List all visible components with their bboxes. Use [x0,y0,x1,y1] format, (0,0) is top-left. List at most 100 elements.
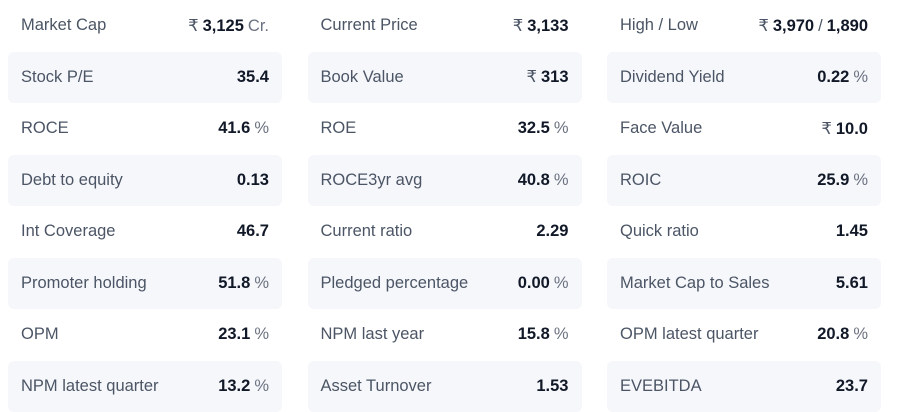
ratio-label: Market Cap to Sales [620,274,769,293]
ratio-label: NPM last year [321,325,425,344]
ratio-label: Asset Turnover [321,377,432,396]
ratio-roce3yr-avg: ROCE3yr avg 40.8% [308,155,582,207]
ratio-market-cap-to-sales: Market Cap to Sales 5.61 [607,258,881,310]
ratio-number-low: 1,890 [827,17,868,35]
ratio-number: 3,125 [203,17,244,35]
ratio-unit: % [254,325,269,343]
ratio-number: 23.1 [218,325,250,343]
ratio-value: 51.8% [218,274,269,293]
ratio-int-coverage: Int Coverage 46.7 [8,206,282,258]
rupee-symbol: ₹ [513,17,524,35]
ratio-promoter-holding: Promoter holding 51.8% [8,258,282,310]
ratio-value: 23.1% [218,325,269,344]
ratio-label: ROIC [620,171,661,190]
ratio-number: 0.00 [518,274,550,292]
ratio-number: 0.13 [237,171,269,189]
ratio-value: 1.45 [836,222,868,241]
ratio-number-high: 3,970 [773,17,814,35]
ratio-label: EVEBITDA [620,377,702,396]
ratio-npm-latest-quarter: NPM latest quarter 13.2% [8,361,282,412]
ratio-value: 40.8% [518,171,569,190]
rupee-symbol: ₹ [758,17,769,35]
ratio-value: 32.5% [518,119,569,138]
ratio-current-ratio: Current ratio 2.29 [308,206,582,258]
ratio-value: 46.7 [237,222,269,241]
ratio-label: Stock P/E [21,68,93,87]
ratio-value: ₹3,133 [513,16,569,36]
ratio-number: 1.53 [536,377,568,395]
ratio-label: Current Price [321,16,418,35]
ratio-value: 0.00% [518,274,569,293]
ratio-label: ROCE3yr avg [321,171,423,190]
ratio-opm: OPM 23.1% [8,309,282,361]
ratio-dividend-yield: Dividend Yield 0.22% [607,52,881,104]
ratio-roe: ROE 32.5% [308,103,582,155]
ratio-label: Book Value [321,68,404,87]
ratio-unit: % [254,377,269,395]
ratio-label: ROE [321,119,357,138]
ratio-unit: Cr. [248,17,269,35]
ratio-value: 2.29 [536,222,568,241]
ratio-pledged-percentage: Pledged percentage 0.00% [308,258,582,310]
ratio-unit: % [554,274,569,292]
ratio-unit: % [254,119,269,137]
ratio-number: 32.5 [518,119,550,137]
ratio-opm-latest-quarter: OPM latest quarter 20.8% [607,309,881,361]
ratio-label: Debt to equity [21,171,123,190]
ratio-label: ROCE [21,119,69,138]
ratio-label: OPM [21,325,59,344]
ratio-evebitda: EVEBITDA 23.7 [607,361,881,412]
ratio-label: Promoter holding [21,274,147,293]
ratio-stock-pe: Stock P/E 35.4 [8,52,282,104]
ratio-label: Quick ratio [620,222,699,241]
ratio-number: 40.8 [518,171,550,189]
ratio-number: 25.9 [817,171,849,189]
ratio-unit: % [554,171,569,189]
ratio-number: 3,133 [527,17,568,35]
ratio-value: 35.4 [237,68,269,87]
rupee-symbol: ₹ [821,120,832,138]
ratio-number: 15.8 [518,325,550,343]
ratio-value: ₹3,970/1,890 [758,16,868,36]
ratio-label: Face Value [620,119,702,138]
ratio-value: 5.61 [836,274,868,293]
ratio-current-price: Current Price ₹3,133 [308,0,582,52]
ratio-quick-ratio: Quick ratio 1.45 [607,206,881,258]
ratio-roce: ROCE 41.6% [8,103,282,155]
ratio-number: 13.2 [218,377,250,395]
ratio-number: 20.8 [817,325,849,343]
ratio-unit: % [554,325,569,343]
ratio-label: OPM latest quarter [620,325,758,344]
ratio-label: Market Cap [21,16,106,35]
ratio-separator: / [818,17,823,35]
ratio-label: Current ratio [321,222,413,241]
ratio-number: 35.4 [237,68,269,86]
ratio-number: 0.22 [817,68,849,86]
ratio-unit: % [853,325,868,343]
ratio-unit: % [853,171,868,189]
ratio-number: 1.45 [836,222,868,240]
ratio-face-value: Face Value ₹10.0 [607,103,881,155]
ratio-number: 5.61 [836,274,868,292]
ratio-label: High / Low [620,16,698,35]
ratio-number: 23.7 [836,377,868,395]
ratio-asset-turnover: Asset Turnover 1.53 [308,361,582,412]
ratio-number: 10.0 [836,120,868,138]
ratio-value: ₹313 [526,67,568,87]
ratio-unit: % [554,119,569,137]
rupee-symbol: ₹ [188,17,199,35]
ratio-npm-last-year: NPM last year 15.8% [308,309,582,361]
ratio-value: ₹10.0 [821,119,868,139]
ratio-number: 313 [541,68,569,86]
ratio-label: NPM latest quarter [21,377,159,396]
ratio-value: 23.7 [836,377,868,396]
ratio-label: Int Coverage [21,222,115,241]
ratio-value: 0.13 [237,171,269,190]
ratio-number: 51.8 [218,274,250,292]
ratio-value: 13.2% [218,377,269,396]
ratio-value: 25.9% [817,171,868,190]
